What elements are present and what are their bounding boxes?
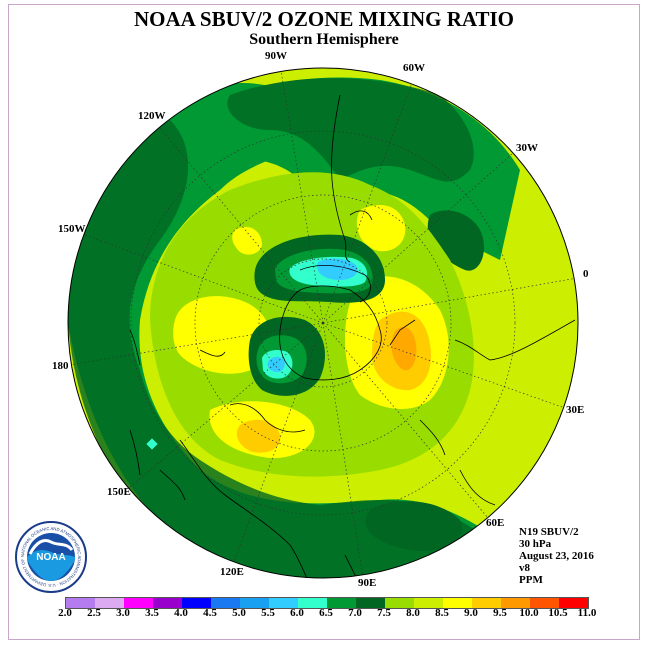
ozone-contour-dark-blob-ne [427,210,485,271]
figure-frame [8,4,640,640]
lon-label-180: 180 [52,360,69,372]
colorbar-tick-label: 4.0 [174,607,188,619]
lon-label-30e: 30E [566,404,585,416]
colorbar-swatch [298,598,327,608]
ozone-pixel-mark [146,438,158,450]
info-level: 30 hPa [519,538,552,550]
colorbar-swatch [240,598,269,608]
ozone-contour-orange-s [236,419,281,453]
colorbar-tick-label: 9.0 [464,607,478,619]
lon-label-90e: 90E [358,577,377,589]
colorbar-swatch [414,598,443,608]
colorbar-tick-label: 7.5 [377,607,391,619]
ozone-contour-darkest-top [227,78,474,182]
lon-label-60w: 60W [403,62,425,74]
graticule [68,70,578,578]
colorbar-tick-label: 8.5 [435,607,449,619]
colorbar-swatch [211,598,240,608]
map-subtitle: Southern Hemisphere [249,31,399,48]
colorbar-tick-label: 10.0 [519,607,539,619]
info-satellite: N19 SBUV/2 [519,526,579,538]
ozone-contour-dark-blob-s [365,501,462,551]
map-title: NOAA SBUV/2 OZONE MIXING RATIO [134,7,514,31]
lon-label-60e: 60E [486,517,505,529]
colorbar-swatch [124,598,153,608]
colorbar-tick-label: 5.0 [232,607,246,619]
colorbar-tick-label: 9.5 [493,607,507,619]
map-border [67,67,579,579]
ozone-contour-orange-max [391,326,417,371]
lon-label-30w: 30W [516,142,538,154]
colorbar-tick-label: 4.5 [203,607,217,619]
ozone-contour-darkest [68,120,500,578]
colorbar-tick-label: 2.0 [58,607,72,619]
lon-label-120e: 120E [220,566,244,578]
colorbar-swatch [501,598,530,608]
noaa-logo-icon: NOAA NATIONAL OCEANIC AND ATMOSPHERIC AD… [14,520,87,593]
colorbar-swatch [443,598,472,608]
ozone-contour-yellow-w [173,296,271,374]
lon-label-150e: 150E [107,486,131,498]
colorbar-swatch [327,598,356,608]
colorbar-ticks: 2.0 2.5 3.0 3.5 4.0 4.5 5.0 5.5 6.0 6.5 7.0 7.5 8.0 8… [0,607,648,621]
noaa-logo-text: NOAA [36,552,65,563]
info-units: PPM [519,574,543,586]
colorbar-tick-label: 10.5 [548,607,568,619]
colorbar-swatch [153,598,182,608]
lon-label-120w: 120W [138,110,166,122]
info-date: August 23, 2016 [519,550,594,562]
colorbar [65,597,589,609]
colorbar-tick-label: 5.5 [261,607,275,619]
colorbar-tick-label: 3.5 [145,607,159,619]
coastlines [129,94,576,578]
colorbar-swatch [356,598,385,608]
ozone-contour-yellow-n [356,205,406,252]
colorbar-swatch [66,598,95,608]
colorbar-swatch [182,598,211,608]
colorbar-swatch [95,598,124,608]
ozone-contour-yellow-nw [232,226,262,255]
info-version: v8 [519,562,530,574]
colorbar-tick-label: 6.0 [290,607,304,619]
colorbar-tick-label: 7.0 [348,607,362,619]
ozone-contour-low-blue-w [267,356,285,373]
lon-label-0: 0 [583,268,589,280]
colorbar-swatch [269,598,298,608]
colorbar-swatch [472,598,501,608]
colorbar-swatch [530,598,559,608]
colorbar-tick-label: 6.5 [319,607,333,619]
colorbar-tick-label: 11.0 [577,607,597,619]
colorbar-swatch [559,598,588,608]
colorbar-tick-label: 3.0 [116,607,130,619]
lon-label-90w: 90W [265,50,287,62]
lon-label-150w: 150W [58,223,86,235]
product-info: N19 SBUV/2 30 hPa August 23, 2016 v8 PPM [519,526,594,586]
colorbar-tick-label: 8.0 [406,607,420,619]
colorbar-tick-label: 2.5 [87,607,101,619]
ozone-contour-low-blue-n [317,258,358,280]
colorbar-swatch [385,598,414,608]
